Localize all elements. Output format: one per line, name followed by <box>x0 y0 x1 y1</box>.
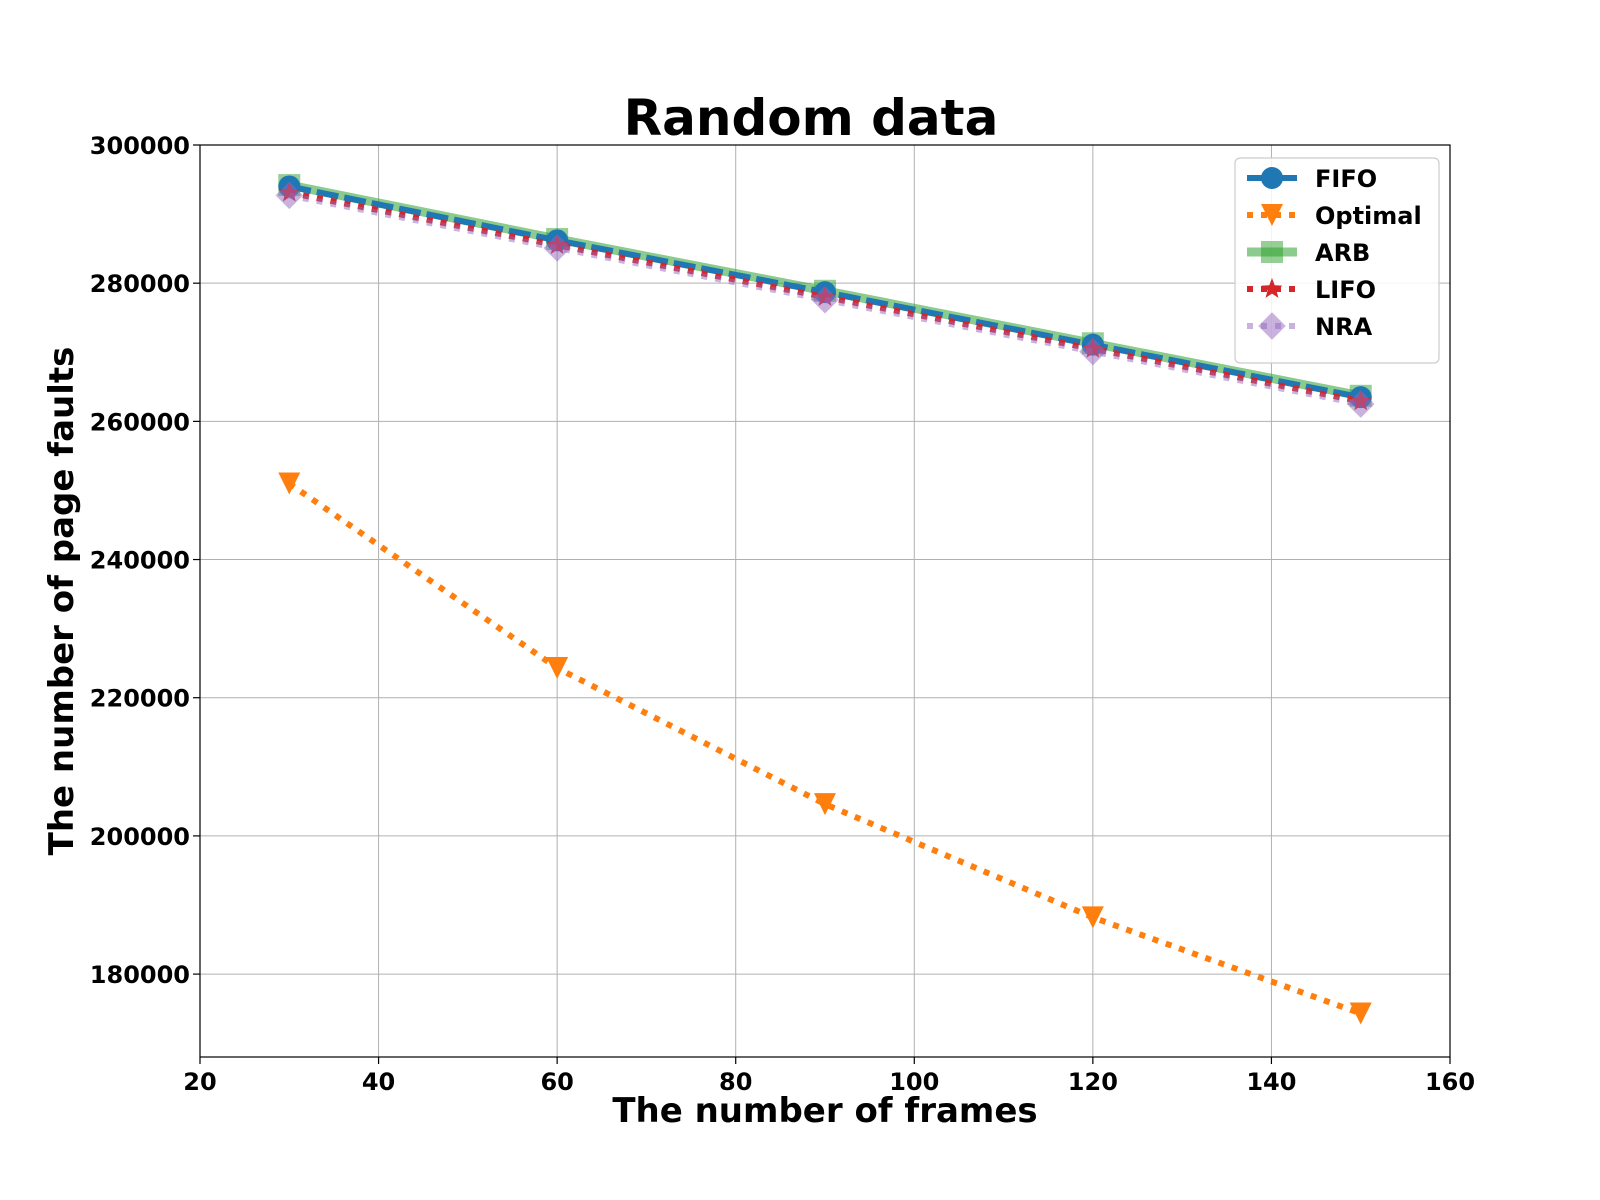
data-point <box>814 793 836 816</box>
plot-area <box>275 174 1375 1025</box>
legend-item-optimal: Optimal <box>1247 202 1422 230</box>
x-tick-label: 80 <box>719 1068 752 1096</box>
legend-box <box>1234 157 1440 364</box>
series-line <box>287 481 1362 1017</box>
y-tick-label: 240000 <box>90 547 190 575</box>
legend-item-lifo: LIFO <box>1247 276 1376 304</box>
series-optimal <box>278 472 1372 1025</box>
y-tick-label: 300000 <box>90 132 190 160</box>
x-tick-label: 160 <box>1425 1068 1475 1096</box>
chart-title: Random data <box>624 89 999 147</box>
ticks: 20 40 60 80 100 120 140 160 180000 200000 220000 24… <box>90 132 1475 1096</box>
legend-label: Optimal <box>1315 202 1422 230</box>
legend-marker <box>1261 204 1283 226</box>
series-nra <box>275 181 1375 418</box>
legend-label: ARB <box>1315 239 1370 267</box>
y-tick-label: 260000 <box>90 408 190 436</box>
x-tick-label: 140 <box>1246 1068 1296 1096</box>
legend-marker <box>1261 241 1283 263</box>
data-point <box>1346 390 1375 418</box>
legend: FIFO Optimal ARB LIFO NRA <box>1234 157 1440 364</box>
data-point <box>811 286 839 314</box>
legend-item-fifo: FIFO <box>1247 165 1377 193</box>
y-tick-label: 220000 <box>90 685 190 713</box>
legend-label: FIFO <box>1315 165 1377 193</box>
x-tick-label: 60 <box>540 1068 573 1096</box>
data-point <box>1081 906 1104 929</box>
plot-frame <box>199 144 1451 1058</box>
x-tick-label: 20 <box>183 1068 216 1096</box>
x-axis-label: The number of frames <box>612 1091 1037 1131</box>
data-point <box>1349 1002 1372 1025</box>
legend-marker <box>1258 312 1286 340</box>
legend-marker <box>1261 167 1283 189</box>
data-point <box>1079 337 1107 366</box>
legend-label: NRA <box>1315 313 1373 341</box>
y-tick-label: 180000 <box>90 961 190 989</box>
y-tick-label: 280000 <box>90 270 190 298</box>
data-point <box>278 472 301 495</box>
legend-label: LIFO <box>1315 276 1376 304</box>
legend-marker <box>1261 278 1283 298</box>
y-axis-label: The number of page faults <box>42 347 82 856</box>
data-point <box>543 234 571 262</box>
legend-item-arb: ARB <box>1247 239 1370 267</box>
legend-item-nra: NRA <box>1247 312 1373 341</box>
data-point <box>546 657 569 680</box>
data-point <box>275 181 304 210</box>
x-tick-label: 120 <box>1068 1068 1118 1096</box>
x-tick-label: 40 <box>362 1068 395 1096</box>
y-tick-label: 200000 <box>90 823 190 851</box>
x-tick-label: 100 <box>889 1068 939 1096</box>
